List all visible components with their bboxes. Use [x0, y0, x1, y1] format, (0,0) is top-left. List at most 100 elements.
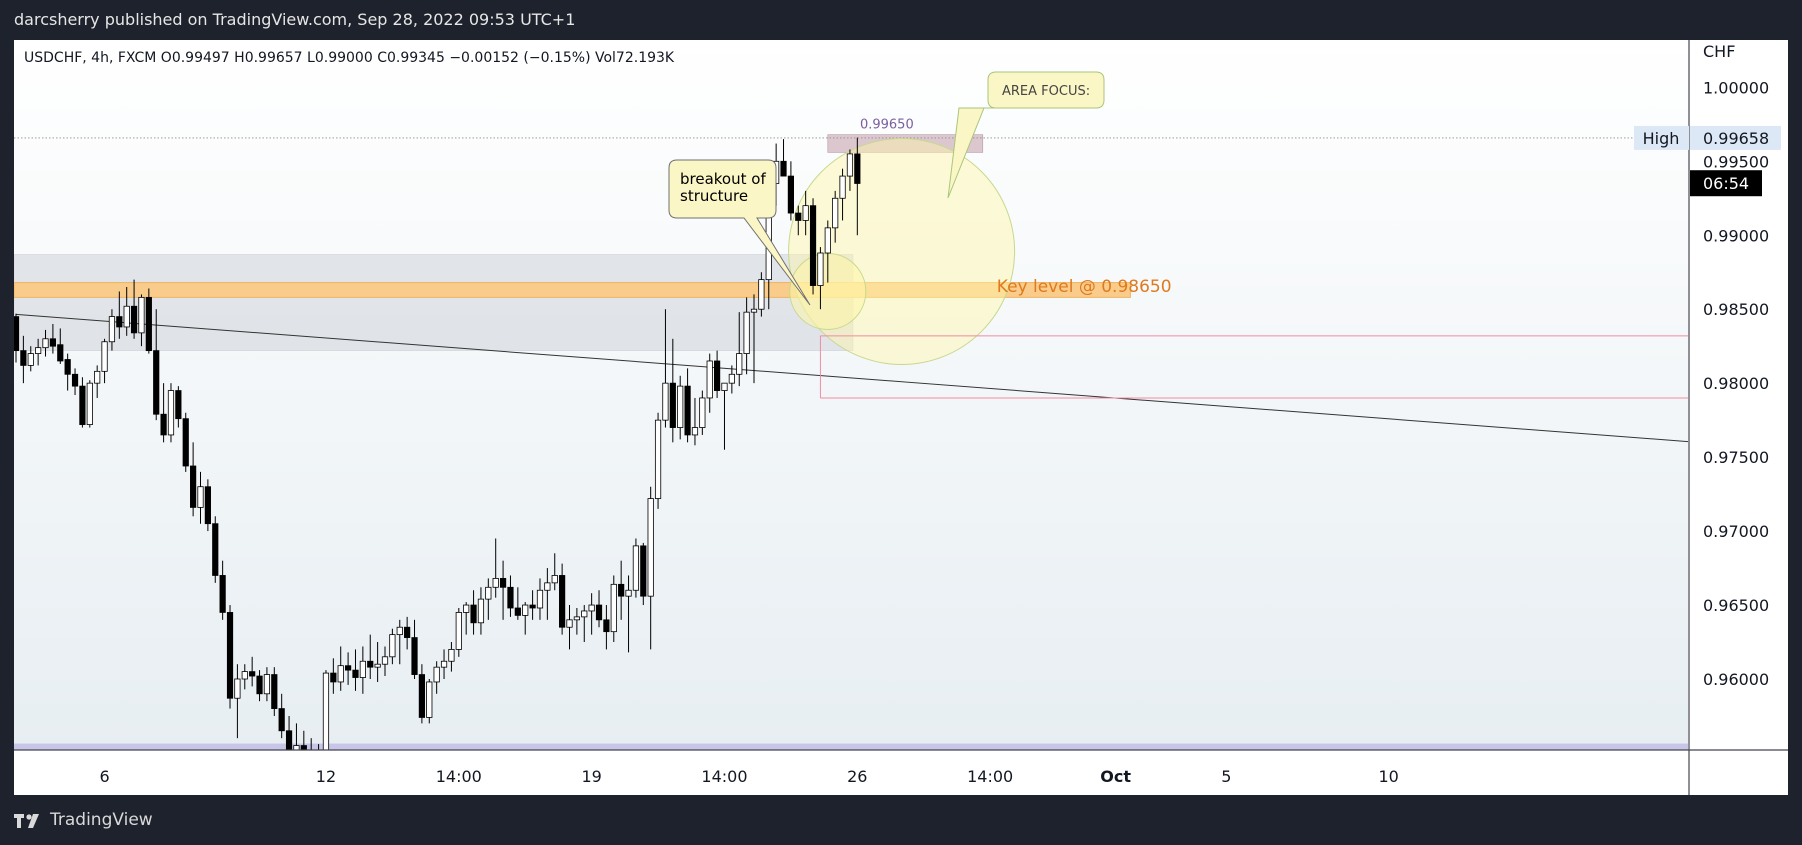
candle[interactable]	[603, 605, 610, 650]
candle[interactable]	[219, 560, 226, 620]
candle[interactable]	[699, 390, 706, 435]
candle[interactable]	[618, 560, 625, 620]
candle[interactable]	[418, 664, 426, 724]
candle[interactable]	[411, 619, 418, 679]
candlestick-chart[interactable]: USDCHF, 4h, FXCM O0.99497 H0.99657 L0.99…	[14, 40, 1788, 795]
candle[interactable]	[123, 287, 130, 336]
candle[interactable]	[130, 279, 138, 339]
candle[interactable]	[795, 205, 802, 236]
candle[interactable]	[640, 542, 647, 606]
candle[interactable]	[802, 190, 809, 236]
candle[interactable]	[367, 634, 374, 679]
candle[interactable]	[116, 291, 123, 339]
candle[interactable]	[278, 693, 285, 739]
candle[interactable]	[57, 328, 64, 364]
candle[interactable]	[256, 670, 263, 702]
candle[interactable]	[337, 646, 344, 691]
candle[interactable]	[647, 486, 654, 650]
resistance-zone[interactable]	[14, 254, 854, 351]
candle[interactable]	[175, 386, 182, 428]
candle[interactable]	[226, 605, 234, 709]
candle[interactable]	[721, 382, 728, 450]
candle[interactable]	[42, 329, 49, 357]
candle[interactable]	[566, 605, 573, 650]
candle[interactable]	[35, 338, 42, 366]
candle[interactable]	[846, 149, 854, 191]
candle[interactable]	[359, 646, 366, 694]
candle[interactable]	[101, 338, 108, 384]
candle[interactable]	[714, 350, 721, 398]
candle[interactable]	[536, 578, 544, 620]
candle[interactable]	[514, 587, 521, 620]
candle[interactable]	[374, 642, 381, 682]
candle[interactable]	[780, 139, 787, 177]
footer-brand[interactable]: TradingView	[14, 800, 153, 840]
time-axis[interactable]	[14, 750, 1788, 795]
candle[interactable]	[854, 137, 861, 236]
price-axis[interactable]	[1689, 40, 1788, 750]
candle[interactable]	[477, 587, 485, 635]
candle[interactable]	[677, 375, 684, 440]
candle[interactable]	[344, 652, 352, 685]
candle[interactable]	[551, 553, 558, 591]
candle[interactable]	[440, 649, 448, 679]
candle[interactable]	[787, 161, 795, 221]
candle[interactable]	[691, 397, 699, 446]
candle[interactable]	[204, 479, 211, 532]
candle[interactable]	[522, 602, 529, 635]
candle[interactable]	[241, 664, 248, 690]
candle[interactable]	[330, 658, 337, 694]
candle[interactable]	[669, 338, 676, 443]
candle[interactable]	[49, 324, 57, 354]
candle[interactable]	[64, 353, 71, 391]
candle[interactable]	[271, 667, 278, 716]
candle[interactable]	[736, 312, 743, 387]
candle[interactable]	[212, 516, 219, 583]
candle[interactable]	[544, 568, 551, 620]
candle[interactable]	[197, 471, 204, 524]
candle[interactable]	[389, 628, 396, 665]
candle[interactable]	[145, 288, 152, 354]
trend-line[interactable]	[15, 313, 1689, 443]
candle[interactable]	[263, 667, 271, 702]
candle[interactable]	[529, 590, 536, 620]
candle[interactable]	[448, 642, 455, 672]
candle[interactable]	[86, 380, 93, 428]
candle[interactable]	[79, 377, 86, 428]
candle[interactable]	[249, 656, 256, 687]
candle[interactable]	[138, 294, 145, 347]
candle[interactable]	[817, 247, 824, 310]
candle[interactable]	[485, 578, 492, 620]
candle[interactable]	[190, 442, 197, 517]
candle[interactable]	[832, 190, 839, 243]
candle[interactable]	[595, 590, 603, 628]
candle[interactable]	[499, 560, 507, 620]
candle[interactable]	[573, 608, 580, 635]
candle[interactable]	[809, 198, 817, 295]
candle[interactable]	[824, 220, 831, 283]
candle[interactable]	[632, 538, 640, 598]
candle[interactable]	[463, 602, 470, 635]
candle[interactable]	[662, 309, 669, 428]
area-focus-callout[interactable]: AREA FOCUS:	[947, 71, 1105, 199]
candle[interactable]	[758, 272, 765, 317]
candle[interactable]	[426, 679, 433, 724]
candle[interactable]	[20, 335, 27, 384]
candle[interactable]	[322, 670, 330, 759]
candle[interactable]	[381, 646, 389, 677]
candle[interactable]	[581, 605, 588, 643]
candle[interactable]	[728, 365, 735, 394]
candle[interactable]	[654, 412, 662, 509]
candle[interactable]	[684, 368, 691, 443]
candle[interactable]	[470, 590, 477, 635]
candle[interactable]	[455, 608, 462, 657]
area-focus-circle[interactable]	[788, 138, 1016, 366]
candle[interactable]	[433, 661, 440, 694]
candle[interactable]	[839, 168, 846, 221]
candle[interactable]	[706, 353, 713, 413]
candle[interactable]	[160, 383, 167, 443]
candle[interactable]	[27, 346, 34, 372]
candle[interactable]	[404, 616, 411, 650]
candle[interactable]	[108, 309, 116, 351]
candle[interactable]	[559, 563, 566, 635]
